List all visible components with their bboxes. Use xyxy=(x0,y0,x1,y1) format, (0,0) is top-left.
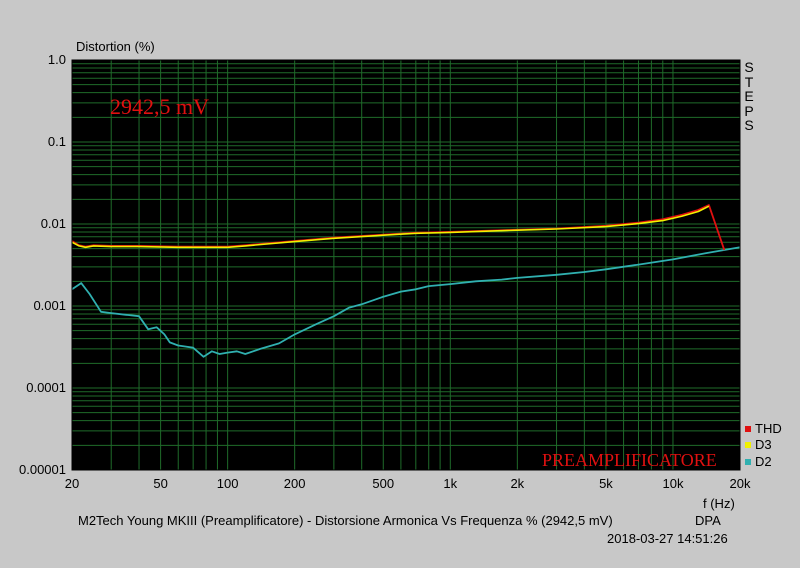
x-tick-label: 200 xyxy=(283,476,306,491)
legend-item-d2: D2 xyxy=(745,454,772,469)
steps-letter: S xyxy=(744,59,754,75)
x-tick-label: 10k xyxy=(662,476,684,491)
series-line-d2 xyxy=(71,246,741,358)
x-tick-label: 20k xyxy=(729,476,751,491)
x-tick-label: 1k xyxy=(443,476,458,491)
legend-item-thd: THD xyxy=(745,421,782,436)
chart-title-suffix: DPA xyxy=(695,513,721,528)
y-axis-label: Distortion (%) xyxy=(76,39,155,54)
plot-border xyxy=(71,59,741,471)
x-tick-label: 100 xyxy=(216,476,239,491)
level-annotation: 2942,5 mV xyxy=(110,94,209,119)
steps-letter: T xyxy=(744,73,754,90)
watermark-label: PREAMPLIFICATORE xyxy=(542,450,717,470)
y-tick-label: 0.0001 xyxy=(26,380,66,395)
x-tick-label: 500 xyxy=(372,476,395,491)
x-tick-label: 2k xyxy=(510,476,525,491)
legend-label-thd: THD xyxy=(755,421,782,436)
grid xyxy=(71,60,741,471)
legend-swatch-thd xyxy=(745,426,751,432)
series-lines xyxy=(71,204,741,358)
plot-background xyxy=(72,60,740,470)
legend-swatch-d3 xyxy=(745,442,751,448)
timestamp: 2018-03-27 14:51:26 xyxy=(607,531,728,546)
x-tick-label: 20 xyxy=(64,476,80,491)
series-line-d3 xyxy=(71,205,710,249)
steps-letter: E xyxy=(744,88,754,104)
x-axis-label: f (Hz) xyxy=(703,496,735,511)
steps-letter: S xyxy=(744,117,754,133)
legend-swatch-d2 xyxy=(745,459,751,465)
x-tick-label: 5k xyxy=(599,476,613,491)
y-tick-label: 1.0 xyxy=(47,52,66,67)
x-tick-label: 50 xyxy=(153,476,168,491)
y-tick-label: 0.1 xyxy=(47,134,66,149)
legend-label-d2: D2 xyxy=(755,454,772,469)
steps-letter: P xyxy=(744,102,754,119)
y-tick-label: 0.01 xyxy=(40,216,66,231)
chart-title: M2Tech Young MKIII (Preamplificatore) - … xyxy=(78,513,613,528)
y-tick-label: 0.00001 xyxy=(19,462,66,477)
legend-label-d3: D3 xyxy=(755,437,772,452)
legend-item-d3: D3 xyxy=(745,437,772,452)
y-tick-label: 0.001 xyxy=(33,298,66,313)
